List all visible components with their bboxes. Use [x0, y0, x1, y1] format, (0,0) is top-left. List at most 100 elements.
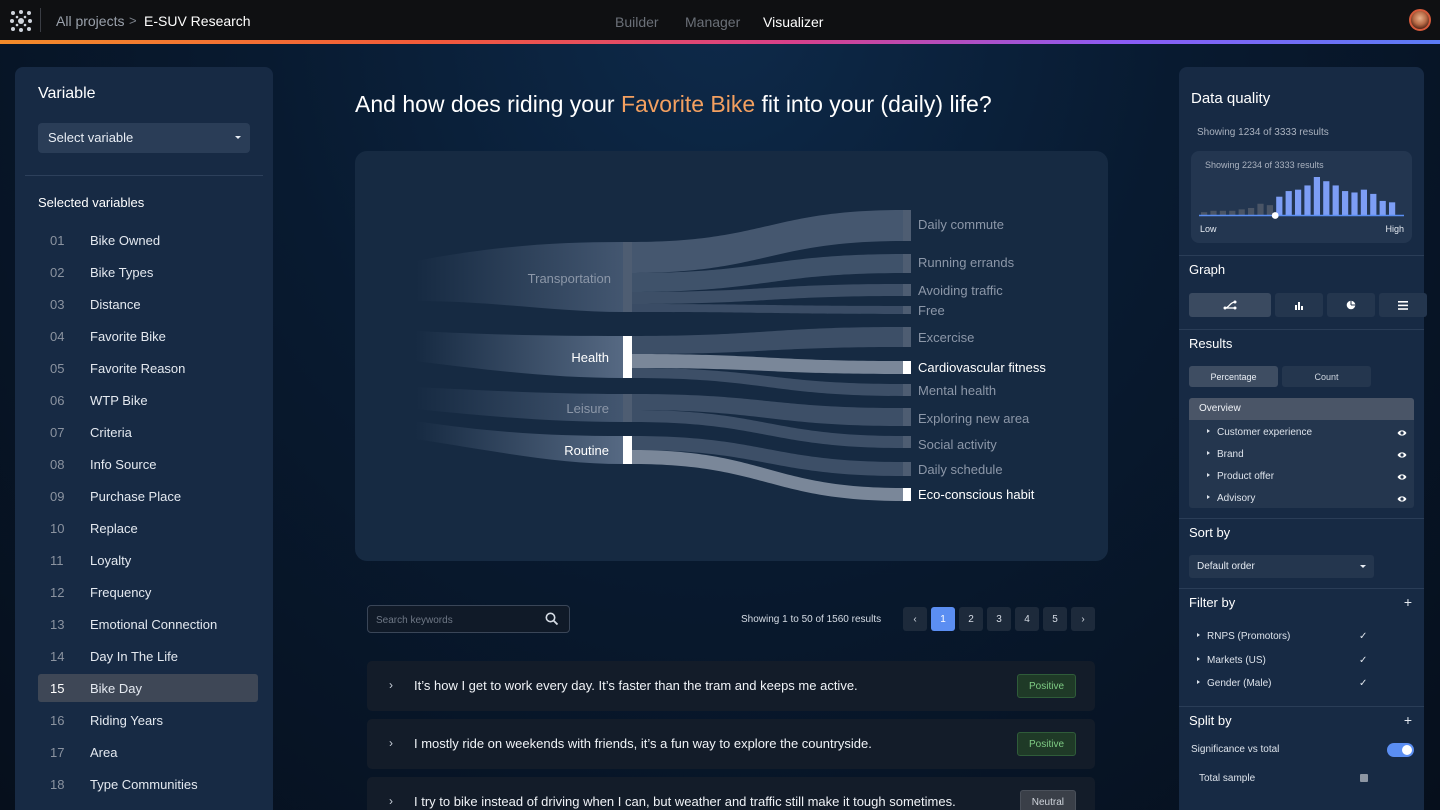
sankey-node-daily-commute[interactable]	[903, 210, 911, 241]
histogram-bar	[1238, 209, 1245, 215]
variable-item-criteria[interactable]: 07 Criteria	[38, 418, 258, 446]
sankey-node-eco[interactable]	[903, 488, 911, 501]
check-icon[interactable]: ✓	[1359, 655, 1368, 666]
filter-item[interactable]: Gender (Male)	[1197, 678, 1271, 689]
sankey-node-social[interactable]	[903, 436, 911, 448]
significance-toggle[interactable]	[1387, 743, 1414, 757]
sankey-node-routine[interactable]	[623, 436, 632, 464]
sankey-node-avoiding-traffic[interactable]	[903, 284, 911, 296]
graph-pie-button[interactable]	[1327, 293, 1375, 317]
chevron-right-icon[interactable]: ›	[389, 794, 393, 808]
variable-item-purchase-place[interactable]: 09 Purchase Place	[38, 482, 258, 510]
page-button-4[interactable]: 4	[1015, 607, 1039, 631]
check-icon[interactable]: ✓	[1359, 631, 1368, 642]
sankey-node-exploring[interactable]	[903, 408, 911, 426]
page-button-1[interactable]: 1	[931, 607, 955, 631]
eye-icon[interactable]	[1397, 494, 1407, 504]
variable-item-info-source[interactable]: 08 Info Source	[38, 450, 258, 478]
filter-item[interactable]: RNPS (Promotors)	[1197, 631, 1290, 642]
page-button-2[interactable]: 2	[959, 607, 983, 631]
sankey-label-exploring: Exploring new area	[918, 411, 1030, 426]
variable-item-day-in-the-life[interactable]: 14 Day In The Life	[38, 642, 258, 670]
variable-item-distance[interactable]: 03 Distance	[38, 290, 258, 318]
threshold-handle[interactable]	[1271, 212, 1279, 219]
variable-item-bike-owned[interactable]: 01 Bike Owned	[38, 226, 258, 254]
variable-item-area[interactable]: 17 Area	[38, 738, 258, 766]
variable-item-frequency[interactable]: 12 Frequency	[38, 578, 258, 606]
variable-number: 06	[50, 392, 65, 408]
chevron-right-icon[interactable]: ›	[389, 736, 393, 750]
sankey-node-excercise[interactable]	[903, 327, 911, 347]
overview-item[interactable]: Advisory	[1207, 493, 1255, 504]
response-row[interactable]: › It’s how I get to work every day. It’s…	[367, 661, 1095, 711]
filter-item[interactable]: Markets (US)	[1197, 655, 1266, 666]
percentage-button[interactable]: Percentage	[1189, 366, 1278, 387]
split-heading: Split by	[1189, 713, 1232, 728]
add-split-button[interactable]: +	[1403, 712, 1412, 728]
chevron-right-icon[interactable]: ›	[389, 678, 393, 692]
sankey-node-mental-health[interactable]	[903, 384, 911, 396]
overview-item[interactable]: Customer experience	[1207, 427, 1312, 438]
sort-dropdown[interactable]: Default order	[1189, 555, 1374, 578]
variable-item-loyalty[interactable]: 11 Loyalty	[38, 546, 258, 574]
data-quality-histogram[interactable]	[1199, 175, 1404, 221]
variable-item-favorite-reason[interactable]: 05 Favorite Reason	[38, 354, 258, 382]
page-button-3[interactable]: 3	[987, 607, 1011, 631]
variable-item-wtp-bike[interactable]: 06 WTP Bike	[38, 386, 258, 414]
eye-icon[interactable]	[1397, 472, 1407, 482]
variable-item-bike-types[interactable]: 02 Bike Types	[38, 258, 258, 286]
sentiment-badge: Neutral	[1019, 790, 1076, 810]
sankey-node-running-errands[interactable]	[903, 254, 911, 273]
response-row[interactable]: › I mostly ride on weekends with friends…	[367, 719, 1095, 769]
select-variable-dropdown[interactable]: Select variable	[38, 123, 250, 153]
search-field[interactable]	[367, 605, 570, 633]
variable-item-type-communities[interactable]: 18 Type Communities	[38, 770, 258, 798]
prev-page-button[interactable]: ‹	[903, 607, 927, 631]
sankey-node-leisure[interactable]	[623, 394, 632, 422]
sankey-node-transportation[interactable]	[623, 242, 632, 312]
sankey-link-transportation-free	[632, 304, 903, 314]
variable-item-emotional-connection[interactable]: 13 Emotional Connection	[38, 610, 258, 638]
sankey-inflow-transportation	[415, 242, 623, 312]
histogram-bar	[1219, 210, 1226, 215]
eye-icon[interactable]	[1397, 428, 1407, 438]
variable-item-riding-years[interactable]: 16 Riding Years	[38, 706, 258, 734]
graph-type-switcher	[1189, 293, 1427, 317]
overview-item[interactable]: Product offer	[1207, 471, 1274, 482]
tab-visualizer[interactable]: Visualizer	[763, 14, 824, 30]
eye-icon[interactable]	[1397, 450, 1407, 460]
search-icon[interactable]	[545, 612, 559, 626]
sankey-label-mental-health: Mental health	[918, 383, 996, 398]
graph-bar-button[interactable]	[1275, 293, 1323, 317]
variable-label: Favorite Bike	[90, 328, 166, 344]
count-button[interactable]: Count	[1282, 366, 1371, 387]
response-row[interactable]: › I try to bike instead of driving when …	[367, 777, 1095, 810]
variable-item-favorite-bike[interactable]: 04 Favorite Bike	[38, 322, 258, 350]
tab-manager[interactable]: Manager	[685, 14, 741, 30]
page-button-5[interactable]: 5	[1043, 607, 1067, 631]
graph-list-button[interactable]	[1379, 293, 1427, 317]
sankey-node-schedule[interactable]	[903, 462, 911, 476]
graph-sankey-button[interactable]	[1189, 293, 1271, 317]
overview-header[interactable]: Overview	[1189, 398, 1414, 420]
next-page-button[interactable]: ›	[1071, 607, 1095, 631]
sankey-node-free[interactable]	[903, 306, 911, 314]
overview-item[interactable]: Brand	[1207, 449, 1244, 460]
tab-builder[interactable]: Builder	[615, 14, 659, 30]
variable-item-replace[interactable]: 10 Replace	[38, 514, 258, 542]
sankey-node-cardiovascular[interactable]	[903, 361, 911, 374]
breadcrumb-all-projects[interactable]: All projects	[56, 13, 125, 29]
user-avatar[interactable]	[1409, 9, 1431, 31]
sankey-node-health[interactable]	[623, 336, 632, 378]
sankey-link-health-cardio	[632, 354, 903, 374]
sentiment-badge: Positive	[1016, 674, 1076, 698]
app-logo-icon[interactable]	[8, 8, 34, 34]
add-filter-button[interactable]: +	[1403, 594, 1412, 610]
check-icon[interactable]: ✓	[1359, 678, 1368, 689]
variable-item-bike-day[interactable]: 15 Bike Day	[38, 674, 258, 702]
search-input[interactable]	[376, 612, 536, 628]
total-sample-checkbox[interactable]	[1360, 774, 1368, 782]
breadcrumb-separator: >	[129, 13, 137, 28]
data-quality-title: Data quality	[1191, 90, 1271, 107]
response-text: I mostly ride on weekends with friends, …	[414, 736, 872, 751]
